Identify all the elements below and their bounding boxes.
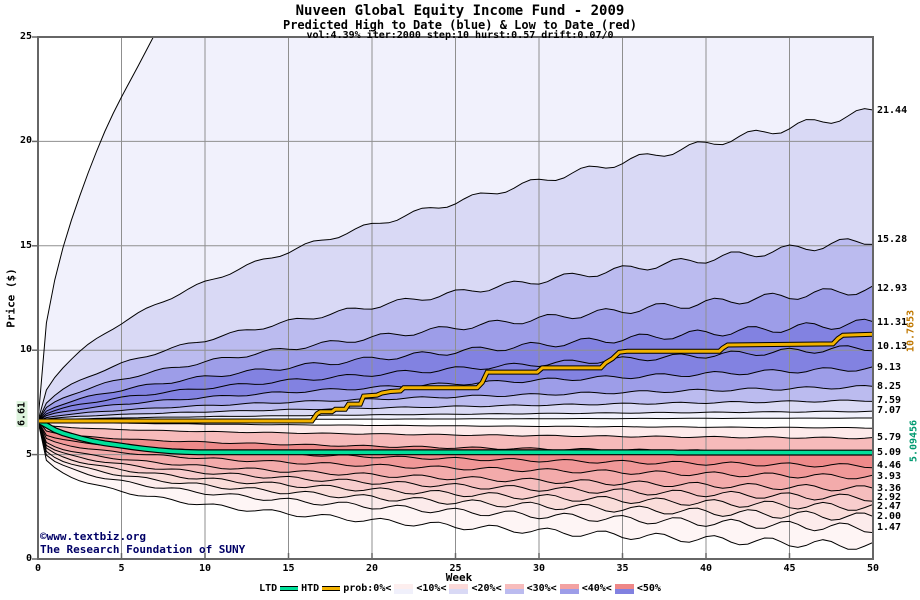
- htd-line-swatch: [322, 586, 341, 591]
- price-end-label: 9.13: [877, 362, 902, 374]
- price-end-label: 2.92: [877, 492, 902, 504]
- price-end-label: 12.93: [877, 283, 908, 295]
- legend: LTD HTD prob:0%< <10%< <20%< <30%< <40%<…: [0, 583, 920, 594]
- x-tick-label: 40: [699, 563, 713, 574]
- price-end-label: 21.44: [877, 105, 908, 117]
- x-tick-label: 20: [365, 563, 379, 574]
- price-end-label: 10.13: [877, 341, 908, 353]
- x-tick-label: 25: [449, 563, 462, 574]
- price-end-label: 5.79: [877, 432, 902, 444]
- x-tick-label: 45: [783, 563, 796, 574]
- htd-final-label: 10.7653: [905, 309, 917, 353]
- legend-threshold: <50%: [636, 583, 661, 594]
- y-tick-label: 10: [19, 344, 32, 356]
- legend-ltd-label: LTD: [259, 583, 278, 594]
- prob-band-swatch: [449, 583, 469, 594]
- y-tick-label: 25: [19, 31, 32, 42]
- legend-threshold: <40%<: [581, 583, 612, 594]
- legend-htd-label: HTD: [301, 583, 320, 594]
- price-end-label: 2.47: [877, 501, 902, 513]
- price-end-label: 5.09: [877, 446, 902, 458]
- legend-prob-label: prob:0%<: [343, 583, 392, 594]
- y-tick-label: 0: [25, 553, 32, 564]
- legend-threshold: <10%<: [416, 583, 447, 594]
- price-end-label: 3.36: [877, 482, 902, 494]
- prob-band-swatch: [559, 583, 579, 594]
- chart-title: Nuveen Global Equity Income Fund - 2009: [295, 3, 625, 19]
- x-tick-label: 15: [282, 563, 295, 574]
- price-end-label: 8.25: [877, 380, 902, 392]
- copyright-url: ©www.textbiz.org: [40, 530, 146, 543]
- prob-band-swatch: [394, 583, 414, 594]
- y-tick-label: 5: [25, 448, 32, 460]
- x-tick-label: 5: [118, 563, 125, 574]
- price-end-label: 11.31: [877, 316, 908, 328]
- prob-band-swatch: [614, 583, 634, 594]
- chart-params: vol:4.39% iter:2000 step:10 hurst:0.57 d…: [306, 30, 614, 41]
- x-tick-label: 10: [198, 563, 212, 574]
- price-end-label: 2.00: [877, 511, 902, 523]
- prob-band-swatch: [504, 583, 524, 594]
- legend-threshold: <20%<: [471, 583, 502, 594]
- price-end-label: 4.46: [877, 459, 902, 471]
- price-end-label: 3.93: [877, 470, 902, 482]
- x-tick-label: 35: [616, 563, 629, 574]
- price-end-label: 7.07: [877, 405, 902, 417]
- price-end-label: 1.47: [877, 522, 902, 534]
- x-tick-label: 50: [866, 563, 880, 574]
- y-tick-label: 20: [19, 135, 32, 147]
- price-end-label: 7.59: [877, 394, 902, 406]
- copyright-org: The Research Foundation of SUNY: [40, 543, 246, 556]
- y-axis-label: Price ($): [4, 268, 18, 328]
- x-axis-label: Week: [445, 571, 473, 584]
- x-tick-label: 0: [34, 563, 42, 574]
- start-price-label: 6.61: [16, 400, 28, 428]
- legend-threshold: <30%<: [526, 583, 557, 594]
- y-tick-label: 15: [19, 239, 32, 251]
- ltd-line-swatch: [280, 586, 299, 591]
- chart-subtitle: Predicted High to Date (blue) & Low to D…: [282, 18, 637, 32]
- x-tick-label: 30: [532, 563, 546, 574]
- price-end-label: 15.28: [877, 233, 908, 245]
- ltd-final-label: 5.09456: [908, 419, 920, 463]
